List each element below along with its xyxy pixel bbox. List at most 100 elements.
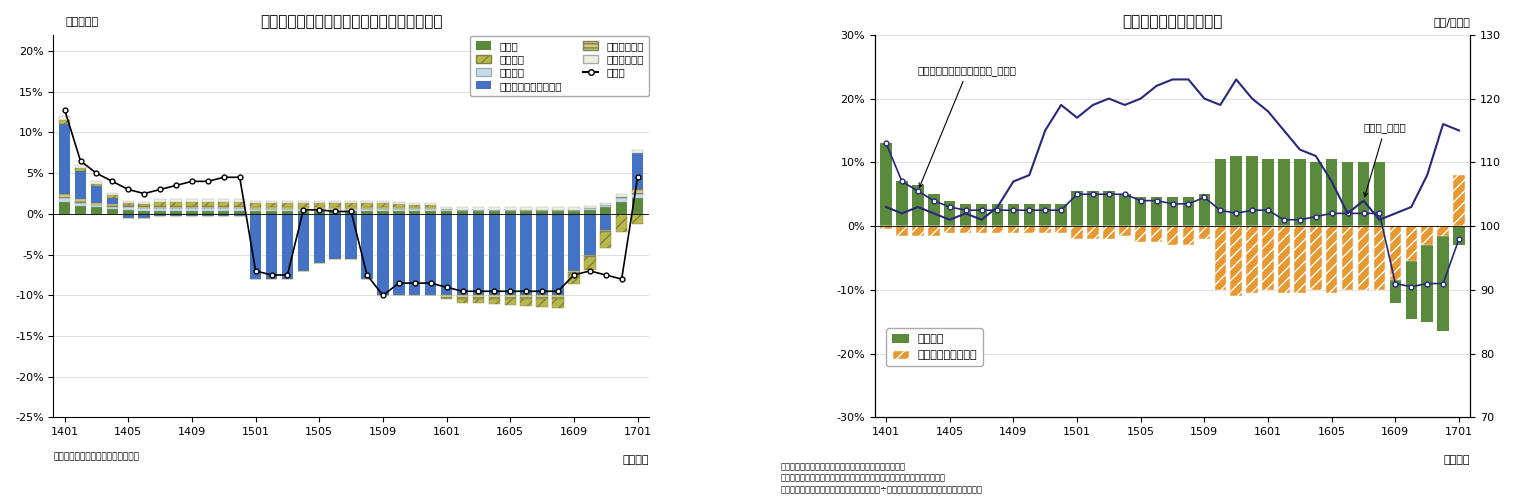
- Bar: [1023, 204, 1035, 226]
- Bar: [615, 198, 628, 202]
- Bar: [1151, 226, 1163, 242]
- Bar: [91, 202, 102, 205]
- Bar: [600, 232, 611, 248]
- Bar: [314, 209, 324, 212]
- Bar: [1295, 159, 1305, 226]
- Text: （前年比）: （前年比）: [65, 17, 99, 27]
- Title: 輸入物価指数の変動要因: 輸入物価指数の変動要因: [1122, 14, 1223, 29]
- Bar: [106, 195, 118, 198]
- Bar: [106, 204, 118, 207]
- Bar: [346, 214, 356, 259]
- Bar: [393, 212, 405, 214]
- Bar: [106, 207, 118, 209]
- Bar: [424, 202, 437, 205]
- Bar: [202, 206, 214, 208]
- Bar: [186, 208, 197, 211]
- Bar: [881, 143, 891, 226]
- Bar: [138, 202, 150, 204]
- Bar: [488, 210, 500, 212]
- Bar: [329, 212, 341, 214]
- Bar: [632, 214, 643, 224]
- Bar: [456, 214, 468, 295]
- Bar: [1405, 226, 1417, 319]
- Bar: [1072, 191, 1082, 226]
- Bar: [520, 207, 532, 210]
- Bar: [297, 214, 309, 271]
- Bar: [282, 209, 293, 212]
- Bar: [1231, 226, 1242, 296]
- Bar: [138, 206, 150, 208]
- Bar: [1373, 226, 1386, 290]
- Bar: [1422, 226, 1433, 322]
- Bar: [377, 214, 388, 295]
- Bar: [568, 214, 579, 271]
- Bar: [265, 212, 277, 214]
- Bar: [361, 212, 373, 214]
- Bar: [250, 207, 261, 209]
- Bar: [361, 203, 373, 207]
- Bar: [250, 209, 261, 212]
- Bar: [881, 226, 891, 229]
- Bar: [346, 207, 356, 209]
- Bar: [505, 212, 515, 214]
- Bar: [377, 201, 388, 203]
- Bar: [615, 214, 628, 232]
- Bar: [537, 299, 547, 307]
- Bar: [488, 212, 500, 214]
- Bar: [1246, 156, 1258, 226]
- Bar: [233, 206, 246, 208]
- Bar: [218, 199, 229, 202]
- Bar: [976, 226, 987, 233]
- Bar: [632, 198, 643, 214]
- Bar: [377, 212, 388, 214]
- Bar: [1342, 226, 1354, 290]
- Bar: [944, 226, 955, 233]
- Bar: [552, 207, 564, 210]
- Bar: [600, 230, 611, 232]
- Bar: [106, 193, 118, 195]
- Bar: [377, 209, 388, 212]
- Bar: [155, 214, 165, 216]
- Bar: [488, 214, 500, 295]
- Bar: [1135, 197, 1146, 226]
- Bar: [1008, 226, 1019, 233]
- Bar: [409, 205, 420, 207]
- Title: 輸入物価指数変化率の要因分解（円ベース）: 輸入物価指数変化率の要因分解（円ベース）: [259, 14, 443, 29]
- Bar: [1087, 191, 1099, 226]
- Bar: [1040, 226, 1051, 233]
- Bar: [537, 212, 547, 214]
- Bar: [552, 214, 564, 295]
- Bar: [297, 201, 309, 203]
- Bar: [59, 193, 70, 198]
- Bar: [170, 214, 182, 216]
- Bar: [155, 208, 165, 211]
- Bar: [138, 214, 150, 218]
- Bar: [329, 207, 341, 209]
- Bar: [520, 214, 532, 295]
- Bar: [473, 299, 484, 304]
- Bar: [1214, 159, 1226, 226]
- Bar: [456, 212, 468, 214]
- Bar: [123, 207, 133, 210]
- Bar: [59, 120, 70, 124]
- Bar: [346, 201, 356, 203]
- Bar: [584, 210, 596, 214]
- Bar: [282, 201, 293, 203]
- Bar: [1390, 226, 1401, 280]
- Bar: [488, 207, 500, 210]
- Bar: [409, 202, 420, 205]
- Bar: [202, 211, 214, 214]
- Text: （資料）日本銀行「企業物価指数」、「外国為替市況」
（注）契約通貨ベース要因は、輸入物価指数（契約通貨ベース）の前年比
　　為替要因は、輸入物価指数（円ベース）: （資料）日本銀行「企業物価指数」、「外国為替市況」 （注）契約通貨ベース要因は、…: [781, 462, 982, 495]
- Bar: [928, 226, 940, 236]
- Bar: [393, 204, 405, 207]
- Bar: [537, 210, 547, 212]
- Bar: [314, 214, 324, 263]
- Bar: [1104, 226, 1114, 239]
- Bar: [473, 212, 484, 214]
- Bar: [202, 202, 214, 206]
- Bar: [1310, 163, 1322, 226]
- Bar: [991, 226, 1004, 233]
- Bar: [250, 201, 261, 203]
- Bar: [552, 212, 564, 214]
- Bar: [913, 226, 923, 236]
